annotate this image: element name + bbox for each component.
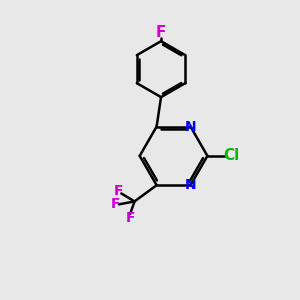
Text: N: N — [185, 120, 196, 134]
Text: F: F — [125, 211, 135, 225]
Text: F: F — [114, 184, 123, 198]
Text: N: N — [185, 178, 196, 192]
Text: F: F — [156, 26, 166, 40]
Text: Cl: Cl — [224, 148, 240, 164]
Text: F: F — [111, 197, 120, 212]
